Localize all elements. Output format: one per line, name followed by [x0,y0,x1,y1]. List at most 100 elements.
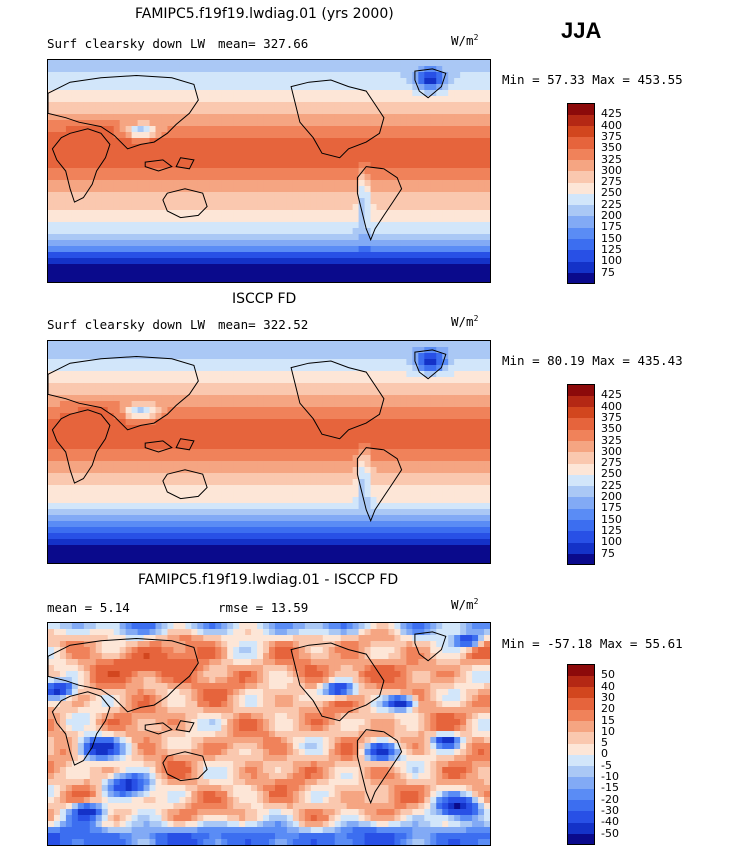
map-cell [269,186,276,193]
map-cell [257,90,264,97]
map-cell [298,359,306,366]
map-cell [215,252,222,259]
map-cell [71,461,79,468]
map-cell [83,180,91,187]
map-cell [424,162,431,169]
map-cell [280,234,288,241]
map-cell [101,353,109,360]
map-cell [48,132,55,139]
map-cell [364,120,372,127]
map-cell [161,401,169,408]
map-cell [179,449,186,456]
map-cell [472,461,479,468]
map-cell [59,383,67,390]
map-cell [358,509,366,516]
map-cell [161,449,169,456]
map-cell [358,455,366,462]
map-cell [298,162,306,169]
map-cell [203,347,210,354]
map-cell [454,509,461,516]
map-cell [245,222,252,229]
map-cell [412,234,419,241]
map-cell [322,210,330,217]
map-cell [454,425,461,432]
map-cell [358,240,366,247]
map-cell [95,413,103,420]
map-cell [334,431,342,438]
map-cell [95,138,103,145]
map-cell [179,192,186,199]
map-cell [251,407,258,414]
map-cell [149,138,157,145]
map-cell [203,467,210,474]
map-cell [251,479,258,486]
map-cell [358,90,366,97]
map-cell [101,485,109,492]
map-cell [149,210,157,217]
map-cell [179,198,186,205]
map-cell [460,156,467,163]
map-cell [161,120,169,127]
map-cell [209,461,216,468]
map-cell [83,108,91,115]
map-cell [113,102,121,109]
map-cell [466,473,473,480]
map-cell [400,90,407,97]
map-cell [179,276,186,282]
map-cell [298,96,306,103]
map-cell [137,503,145,510]
map-cell [233,156,240,163]
map-cell [460,168,467,175]
map-cell [370,162,378,169]
map-cell [478,192,485,199]
map-cell [442,102,449,109]
map-cell [406,461,413,468]
map-cell [251,114,258,121]
map-cell [263,150,270,157]
map-cell [131,497,139,504]
map-cell [71,144,79,151]
map-cell [185,413,192,420]
map-cell [239,425,246,432]
map-cell [364,156,372,163]
map-cell [274,198,282,205]
map-cell [239,341,246,348]
map-cell [83,347,91,354]
map-cell [274,443,282,450]
map-cell [257,353,264,360]
map-cell [77,365,85,372]
map-cell [167,138,175,145]
map-cell [167,156,175,163]
map-cell [203,365,210,372]
map-cell [77,377,85,384]
map-cell [263,371,270,378]
map-cell [71,72,79,79]
map-cell [442,425,449,432]
map-cell [370,108,378,115]
map-cell [113,359,121,366]
map-cell [472,431,479,438]
map-cell [328,497,336,504]
map-cell [352,114,360,121]
map-cell [83,485,91,492]
map-cell [149,108,157,115]
map-cell [286,377,294,384]
map-cell [376,455,384,462]
map-cell [460,240,467,247]
panel-1-title: FAMIPC5.f19f19.lwdiag.01 (yrs 2000) [135,6,394,22]
map-cell [143,96,151,103]
map-cell [472,132,479,139]
map-cell [340,90,348,97]
map-cell [53,246,61,253]
map-cell [59,359,67,366]
map-cell [370,449,378,456]
map-cell [149,222,157,229]
map-cell [48,108,55,115]
map-cell [227,84,234,91]
map-cell [245,78,252,85]
map-cell [340,210,348,217]
map-cell [412,228,419,235]
colorbar-tick-label: 125 [601,242,622,256]
map-cell [418,168,425,175]
map-cell [436,108,443,115]
